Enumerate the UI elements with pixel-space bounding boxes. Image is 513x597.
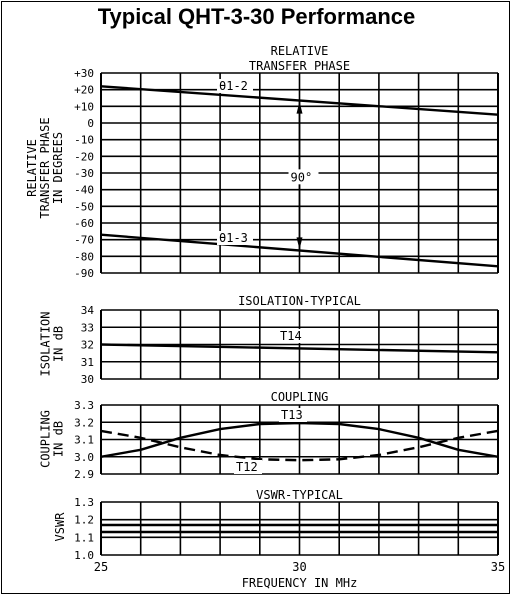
annotation-label-bg [288,169,319,185]
y-tick-label: +10 [74,100,94,113]
y-axis-label: IN DEGREES [51,132,65,204]
series-label-bg [279,408,307,422]
annotation-label: 90° [291,170,313,184]
y-tick-label: +30 [74,67,94,80]
y-axis-label: IN dB [52,421,66,457]
panel-title: RELATIVE [271,44,329,58]
annotation-arrow-up [296,101,303,114]
series-label: T12 [236,460,258,474]
y-axis-label: RELATIVE [25,139,39,197]
y-tick-label: -30 [74,167,94,180]
y-axis-label: TRANSFER PHASE [38,117,52,218]
series-line [100,233,499,268]
y-tick-label: 34 [81,304,95,317]
y-tick-label: 30 [81,373,94,386]
series-label-bg [278,329,306,343]
y-tick-label: 0 [87,117,94,130]
y-tick-label: 1.3 [74,496,94,509]
y-tick-label: 3.2 [74,416,94,429]
series-line [100,421,499,458]
panel-title: COUPLING [271,390,329,404]
y-axis-label: IN dB [52,326,66,362]
x-axis-label: FREQUENCY IN MHz [242,576,358,590]
x-tick-label: 25 [94,560,108,574]
x-tick-label: 30 [292,560,306,574]
y-tick-label: 33 [81,321,94,334]
y-tick-label: 1.1 [74,531,94,544]
panel-title: ISOLATION-TYPICAL [238,294,361,308]
series-label-bg [234,460,262,474]
series-label: T14 [280,329,302,343]
annotation-arrow-down [296,237,303,250]
y-tick-label: -80 [74,250,94,263]
x-tick-label: 35 [491,560,505,574]
y-axis-label: COUPLING [39,410,53,468]
y-tick-label: 31 [81,356,94,369]
series-label: T13 [281,408,303,422]
y-tick-label: 1.2 [74,514,94,527]
y-tick-label: -70 [74,234,94,247]
y-tick-label: -10 [74,134,94,147]
y-tick-label: -20 [74,150,94,163]
y-axis-label: VSWR [53,512,67,542]
y-tick-label: 32 [81,339,94,352]
y-tick-label: 3.0 [74,451,94,464]
y-tick-label: -40 [74,184,94,197]
y-axis-label: ISOLATION [39,311,53,376]
y-tick-label: 3.3 [74,399,94,412]
series-label: θ1-3 [219,231,248,245]
y-tick-label: -90 [74,267,94,280]
y-tick-label: 3.1 [74,434,94,447]
series-line [100,343,499,354]
series-label: θ1-2 [219,79,248,93]
series-label-bg [217,79,253,93]
main-title: Typical QHT-3-30 Performance [97,4,416,29]
series-label-bg [217,231,253,245]
y-tick-label: 1.0 [74,549,94,562]
panel-title: VSWR-TYPICAL [256,488,343,502]
y-tick-label: 2.9 [74,468,94,481]
series-line [100,85,499,116]
y-tick-label: +20 [74,84,94,97]
panel-title: TRANSFER PHASE [249,59,350,73]
y-tick-label: -60 [74,217,94,230]
y-tick-label: -50 [74,200,94,213]
